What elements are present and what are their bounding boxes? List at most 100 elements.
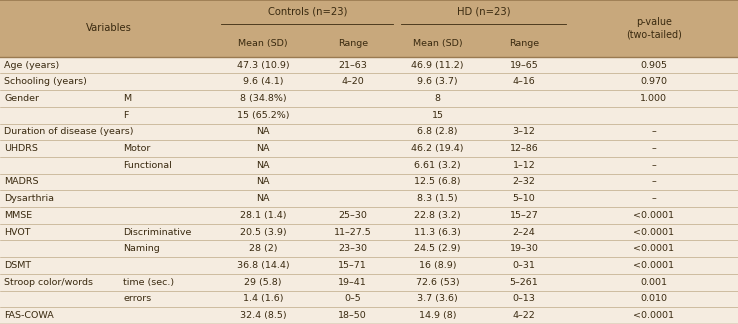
Text: 24.5 (2.9): 24.5 (2.9): [414, 244, 461, 253]
Text: 0.970: 0.970: [641, 77, 667, 86]
Text: Naming: Naming: [123, 244, 160, 253]
Text: 2–24: 2–24: [513, 228, 535, 237]
Text: errors: errors: [123, 295, 151, 304]
Text: 5–261: 5–261: [510, 278, 538, 287]
Text: 4–16: 4–16: [513, 77, 535, 86]
Text: Dysarthria: Dysarthria: [4, 194, 55, 203]
Bar: [0, 240, 738, 257]
Text: 15–71: 15–71: [339, 261, 367, 270]
Text: 11.3 (6.3): 11.3 (6.3): [414, 228, 461, 237]
Text: Stroop color/words: Stroop color/words: [4, 278, 94, 287]
Text: 0.905: 0.905: [641, 61, 667, 70]
Bar: [0, 157, 738, 174]
Text: 15: 15: [432, 111, 444, 120]
Text: –: –: [652, 127, 656, 136]
Text: Range: Range: [509, 39, 539, 48]
Text: NA: NA: [256, 178, 270, 187]
Text: Controls (n=23): Controls (n=23): [268, 7, 347, 17]
Bar: [0, 74, 738, 90]
Text: Mean (SD): Mean (SD): [238, 39, 288, 48]
Bar: [0, 257, 738, 274]
Text: 14.9 (8): 14.9 (8): [419, 311, 456, 320]
Text: Schooling (years): Schooling (years): [4, 77, 87, 86]
Bar: [0, 224, 738, 240]
Text: 8.3 (1.5): 8.3 (1.5): [417, 194, 458, 203]
Text: p-value
(two-tailed): p-value (two-tailed): [626, 17, 682, 40]
Text: M: M: [123, 94, 131, 103]
Text: 0–5: 0–5: [345, 295, 361, 304]
Text: 72.6 (53): 72.6 (53): [415, 278, 460, 287]
Text: HD (n=23): HD (n=23): [457, 7, 510, 17]
Text: 46.2 (19.4): 46.2 (19.4): [411, 144, 464, 153]
Bar: [0, 307, 738, 324]
Text: Mean (SD): Mean (SD): [413, 39, 463, 48]
Text: 36.8 (14.4): 36.8 (14.4): [237, 261, 289, 270]
Text: –: –: [652, 144, 656, 153]
Text: NA: NA: [256, 127, 270, 136]
Text: MMSE: MMSE: [4, 211, 32, 220]
Text: 3–12: 3–12: [513, 127, 535, 136]
Text: Motor: Motor: [123, 144, 151, 153]
Bar: [0, 274, 738, 291]
Text: 19–41: 19–41: [339, 278, 367, 287]
Text: 19–30: 19–30: [509, 244, 539, 253]
Text: 23–30: 23–30: [338, 244, 368, 253]
Bar: [0, 140, 738, 157]
Text: NA: NA: [256, 194, 270, 203]
Text: 21–63: 21–63: [338, 61, 368, 70]
Text: Range: Range: [338, 39, 368, 48]
Bar: [0, 107, 738, 123]
Bar: [0, 190, 738, 207]
Text: MADRS: MADRS: [4, 178, 39, 187]
Bar: [0, 207, 738, 224]
Text: 20.5 (3.9): 20.5 (3.9): [240, 228, 286, 237]
Text: –: –: [652, 178, 656, 187]
Text: NA: NA: [256, 144, 270, 153]
Text: 4–20: 4–20: [342, 77, 364, 86]
Text: 8 (34.8%): 8 (34.8%): [240, 94, 286, 103]
Text: time (sec.): time (sec.): [123, 278, 174, 287]
Text: 28.1 (1.4): 28.1 (1.4): [240, 211, 286, 220]
Text: 29 (5.8): 29 (5.8): [244, 278, 282, 287]
Text: 0–31: 0–31: [513, 261, 535, 270]
Text: Variables: Variables: [86, 23, 132, 33]
Text: 3.7 (3.6): 3.7 (3.6): [417, 295, 458, 304]
Text: 0.010: 0.010: [641, 295, 667, 304]
Text: 47.3 (10.9): 47.3 (10.9): [237, 61, 289, 70]
Text: 19–65: 19–65: [510, 61, 538, 70]
Bar: [0, 291, 738, 307]
Text: Functional: Functional: [123, 161, 172, 170]
Text: <0.0001: <0.0001: [633, 211, 675, 220]
Text: NA: NA: [256, 161, 270, 170]
Text: Discriminative: Discriminative: [123, 228, 192, 237]
Text: DSMT: DSMT: [4, 261, 32, 270]
Text: 18–50: 18–50: [339, 311, 367, 320]
Text: HVOT: HVOT: [4, 228, 31, 237]
Text: 15 (65.2%): 15 (65.2%): [237, 111, 289, 120]
Text: 25–30: 25–30: [338, 211, 368, 220]
Text: 6.61 (3.2): 6.61 (3.2): [414, 161, 461, 170]
Text: 5–10: 5–10: [513, 194, 535, 203]
Text: <0.0001: <0.0001: [633, 261, 675, 270]
Text: 9.6 (3.7): 9.6 (3.7): [417, 77, 458, 86]
Text: –: –: [652, 161, 656, 170]
Text: Gender: Gender: [4, 94, 39, 103]
Text: 12–86: 12–86: [510, 144, 538, 153]
Text: 1–12: 1–12: [513, 161, 535, 170]
Bar: [0, 57, 738, 74]
Text: UHDRS: UHDRS: [4, 144, 38, 153]
Text: 1.4 (1.6): 1.4 (1.6): [243, 295, 283, 304]
Text: 0.001: 0.001: [641, 278, 667, 287]
Text: 6.8 (2.8): 6.8 (2.8): [418, 127, 458, 136]
Text: 16 (8.9): 16 (8.9): [419, 261, 456, 270]
Text: FAS-COWA: FAS-COWA: [4, 311, 54, 320]
Text: 11–27.5: 11–27.5: [334, 228, 372, 237]
Text: 32.4 (8.5): 32.4 (8.5): [240, 311, 286, 320]
Text: F: F: [123, 111, 128, 120]
Text: Duration of disease (years): Duration of disease (years): [4, 127, 134, 136]
Bar: [0, 90, 738, 107]
Text: 12.5 (6.8): 12.5 (6.8): [414, 178, 461, 187]
Bar: [0, 0, 738, 57]
Text: 4–22: 4–22: [513, 311, 535, 320]
Text: 0–13: 0–13: [513, 295, 535, 304]
